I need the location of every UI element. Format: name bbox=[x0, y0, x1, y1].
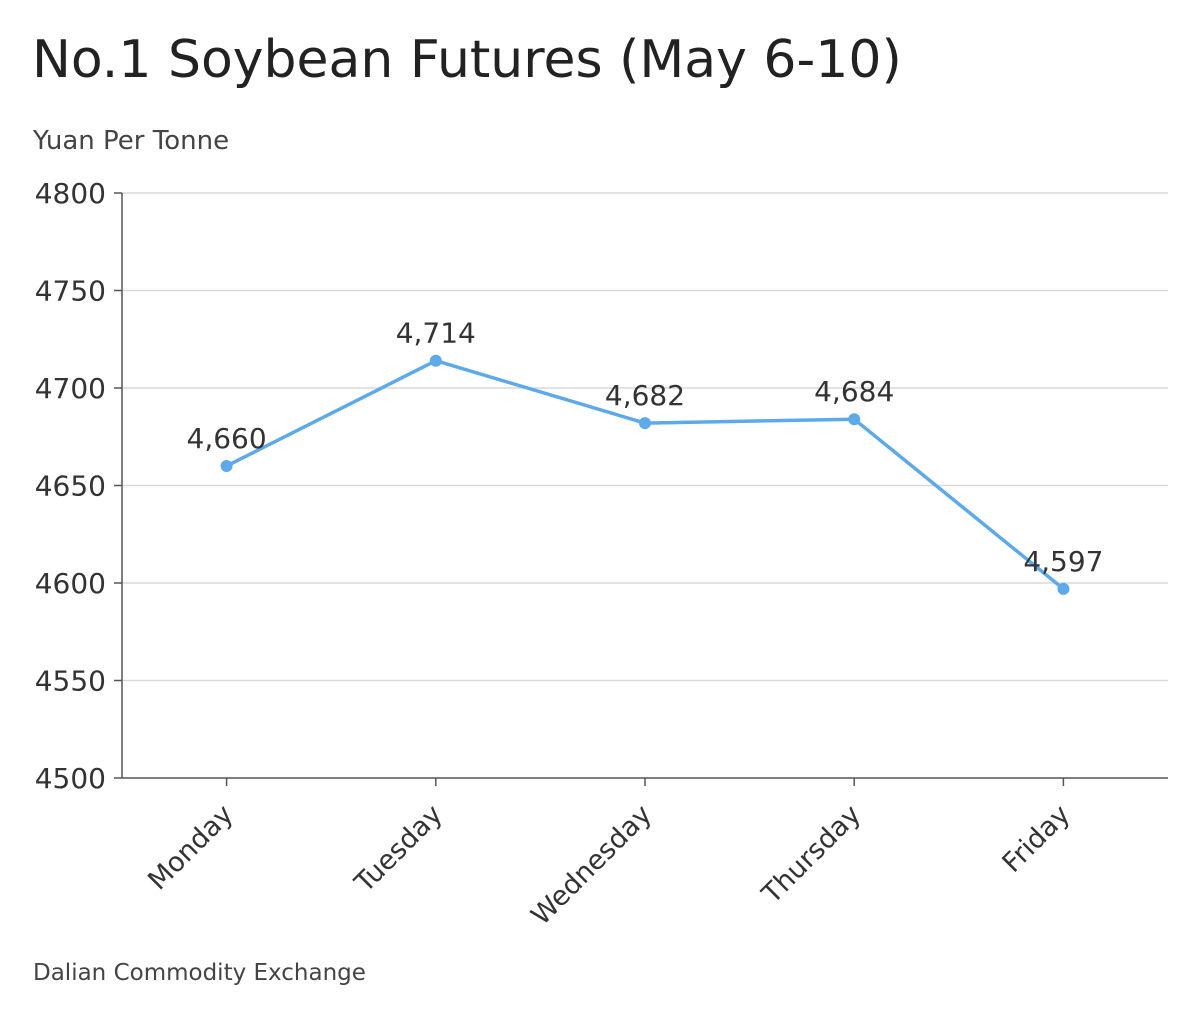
data-point bbox=[220, 460, 233, 472]
y-tick-label: 4700 bbox=[35, 372, 106, 405]
data-label: 4,682 bbox=[605, 379, 685, 412]
y-tick-label: 4650 bbox=[35, 470, 106, 503]
source-note: Dalian Commodity Exchange bbox=[33, 960, 366, 986]
x-tick-label: Tuesday bbox=[348, 799, 448, 899]
data-labels: 4,660 4,714 4,682 4,684 4,597 bbox=[187, 317, 1104, 578]
x-tick-label: Wednesday bbox=[525, 799, 657, 931]
y-tick-label: 4600 bbox=[35, 567, 106, 600]
data-point bbox=[429, 354, 442, 367]
x-tick-label: Friday bbox=[997, 799, 1077, 879]
y-tick-label: 4500 bbox=[35, 762, 106, 795]
chart-title: No.1 Soybean Futures (May 6-10) bbox=[32, 30, 902, 90]
gridlines bbox=[122, 192, 1168, 682]
y-tick-label: 4800 bbox=[35, 177, 106, 210]
y-tick-label: 4750 bbox=[35, 275, 106, 308]
x-tick-label: Thursday bbox=[756, 799, 867, 910]
data-point bbox=[639, 417, 651, 430]
data-point bbox=[848, 413, 861, 426]
data-point bbox=[1057, 582, 1070, 595]
data-label: 4,597 bbox=[1023, 545, 1103, 578]
y-tick-label: 4550 bbox=[35, 665, 106, 698]
data-label: 4,714 bbox=[396, 317, 476, 350]
y-axis-unit-label: Yuan Per Tonne bbox=[33, 126, 230, 156]
data-label: 4,660 bbox=[187, 422, 267, 455]
series-line-group bbox=[220, 354, 1070, 595]
x-tick-label: Monday bbox=[142, 799, 239, 896]
data-label: 4,684 bbox=[814, 375, 894, 408]
